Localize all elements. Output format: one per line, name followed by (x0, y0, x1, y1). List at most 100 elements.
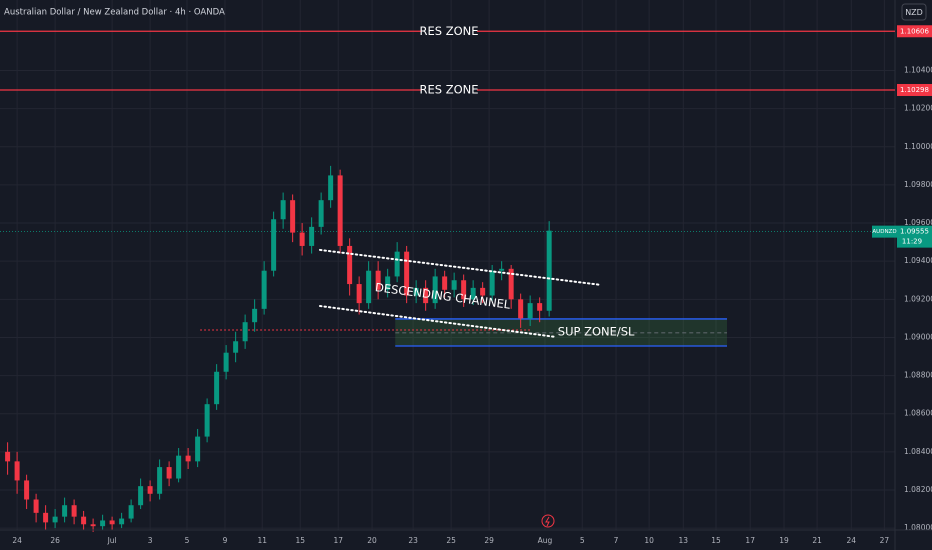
x-tick-label: 24 (847, 536, 857, 545)
candle-body (128, 505, 134, 519)
x-tick-label: 26 (50, 536, 60, 545)
candle-body (195, 436, 201, 462)
candle-body (375, 270, 381, 290)
candle-body (109, 520, 115, 525)
level-name: RES ZONE (419, 24, 478, 38)
y-tick-label: 1.08600 (904, 409, 932, 418)
candle-body (90, 524, 96, 527)
candle-body (204, 404, 210, 437)
currency-box[interactable] (901, 3, 927, 21)
candle-body (366, 270, 372, 304)
candle-body (147, 486, 153, 494)
x-tick-label: 23 (408, 536, 418, 545)
candle-body (271, 219, 277, 271)
x-tick-label: 9 (223, 536, 228, 545)
x-tick-label: 19 (779, 536, 789, 545)
candle-body (43, 512, 49, 523)
candle-body (432, 276, 438, 304)
candle-body (356, 284, 362, 304)
x-tick-label: 15 (295, 536, 305, 545)
candle-body (527, 303, 533, 319)
level-price: 1.10298 (900, 86, 929, 94)
x-tick-label: 10 (644, 536, 654, 545)
x-tick-label: 20 (367, 536, 377, 545)
candle-body (71, 505, 77, 517)
candle-body (489, 270, 495, 296)
x-tick-label: 5 (185, 536, 190, 545)
y-tick-label: 1.10000 (904, 142, 932, 151)
candle-body (423, 287, 429, 304)
y-tick-label: 1.08800 (904, 371, 932, 380)
symbol-label: AUDNZD (872, 229, 896, 235)
x-tick-label: 11 (257, 536, 267, 545)
x-tick-label: 17 (333, 536, 343, 545)
candle-body (404, 251, 410, 296)
y-tick-label: 1.08200 (904, 485, 932, 494)
level-label-bg (421, 23, 477, 40)
x-tick-label: Jul (107, 536, 117, 545)
candle-body (5, 451, 11, 462)
candle-body (385, 276, 391, 290)
candle-body (290, 200, 296, 233)
candle-body (480, 287, 486, 296)
y-tick-label: 1.09000 (904, 332, 932, 341)
x-tick-label: 29 (484, 536, 494, 545)
zone-label: SUP ZONE/SL (558, 324, 635, 338)
y-tick-label: 1.10200 (904, 104, 932, 113)
x-tick-label: 5 (580, 536, 585, 545)
candle-body (394, 251, 400, 277)
candle-body (100, 520, 106, 527)
channel-line (318, 304, 557, 338)
candle-body (62, 505, 68, 517)
y-tick-label: 1.09400 (904, 256, 932, 265)
candle-body (233, 341, 239, 353)
x-tick-label: Aug (538, 536, 553, 545)
candle-body (214, 371, 220, 405)
event-bolt (545, 516, 550, 527)
candle-body (252, 308, 258, 323)
candle-body (461, 280, 467, 300)
x-tick-label: 17 (745, 536, 755, 545)
y-tick-label: 1.09800 (904, 180, 932, 189)
candle-body (280, 200, 286, 220)
candle-body (499, 268, 505, 271)
candle-body (261, 270, 267, 309)
y-tick-label: 1.10400 (904, 66, 932, 75)
candle-body (537, 303, 543, 311)
candle-body (138, 486, 144, 506)
x-tick-label: 13 (679, 536, 689, 545)
level-name: RES ZONE (419, 82, 478, 96)
level-label-bg (421, 81, 477, 98)
candle-body (347, 245, 353, 285)
event-icon[interactable] (541, 514, 555, 528)
candle-body (470, 287, 476, 300)
candle-body (337, 175, 343, 246)
candle-body (318, 200, 324, 227)
candle-body (451, 280, 457, 290)
level-price-box (897, 25, 932, 38)
candle-body (299, 232, 305, 246)
chart-title: Australian Dollar / New Zealand Dollar ·… (4, 8, 225, 18)
current-price-box (897, 225, 932, 248)
candle-body (119, 518, 125, 525)
y-tick-label: 1.09600 (904, 218, 932, 227)
candle-body (328, 175, 334, 201)
x-tick-label: 24 (12, 536, 22, 545)
candle-body (309, 226, 315, 246)
currency[interactable]: NZD (905, 8, 923, 17)
current-price: 1.09555 (900, 228, 929, 236)
candle-body (52, 516, 58, 523)
channel-line (318, 248, 602, 286)
candle-body (166, 467, 172, 479)
x-tick-label: 25 (446, 536, 456, 545)
candle-body (24, 480, 30, 500)
x-tick-label: 21 (812, 536, 822, 545)
candle-body (413, 287, 419, 296)
candle-body (185, 455, 191, 462)
y-tick-label: 1.08400 (904, 447, 932, 456)
candle-body (14, 461, 20, 481)
candle-body (508, 268, 514, 300)
level-price: 1.10606 (900, 27, 929, 35)
candle-body (546, 230, 552, 311)
